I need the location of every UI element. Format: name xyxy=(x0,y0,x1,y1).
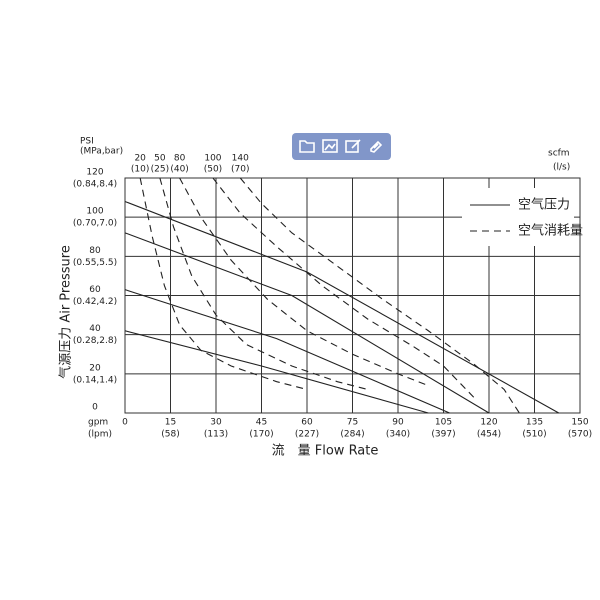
x-tick-sublabel: (58) xyxy=(161,430,179,440)
x-tick-label: 150 xyxy=(571,418,588,428)
x-tick-label: 45 xyxy=(256,418,267,428)
y-tick-label: 0 xyxy=(92,403,98,413)
curve xyxy=(124,289,450,414)
curve-label: 50 xyxy=(154,154,166,164)
folder-icon[interactable] xyxy=(299,140,315,153)
x-tick-label: 135 xyxy=(526,418,543,428)
curve-label: 80 xyxy=(174,154,186,164)
x-tick-label: 15 xyxy=(165,418,176,428)
x-tick-sublabel: (340) xyxy=(386,430,410,440)
y-tick-label: 80 xyxy=(89,246,101,256)
x-tick-sublabel: (454) xyxy=(477,430,501,440)
y-tick-sublabel: (0.70,7.0) xyxy=(73,219,117,229)
y-unit-sub: (MPa,bar) xyxy=(80,147,123,157)
curve-sublabel: (40) xyxy=(170,165,188,175)
x-tick-sublabel: (284) xyxy=(340,430,364,440)
curve-sublabel: (50) xyxy=(204,165,222,175)
curve xyxy=(159,177,368,391)
curve xyxy=(239,177,520,414)
y-tick-sublabel: (0.55,5.5) xyxy=(73,258,117,268)
curve-label: 140 xyxy=(232,154,249,164)
toolbar-bg xyxy=(292,133,391,160)
y-tick-sublabel: (0.42,4.2) xyxy=(73,297,117,307)
x-tick-label: 60 xyxy=(301,418,313,428)
x-tick-label: 30 xyxy=(210,418,222,428)
y-tick-label: 60 xyxy=(89,285,101,295)
y-title: 气源压力 Air Pressure xyxy=(58,245,74,379)
legend-label: 空气压力 xyxy=(518,197,570,213)
y-tick-label: 40 xyxy=(89,324,101,334)
x-tick-sublabel: (397) xyxy=(431,430,455,440)
top-unit-sub: (l/s) xyxy=(553,163,570,173)
x-tick-sublabel: (113) xyxy=(204,430,228,440)
curve xyxy=(139,177,308,391)
curve-label: 20 xyxy=(134,154,146,164)
x-tick-sublabel: (170) xyxy=(249,430,273,440)
x-tick-label: 75 xyxy=(347,418,358,428)
toolbar xyxy=(292,133,391,160)
y-unit: PSI xyxy=(80,137,94,147)
top-unit: scfm xyxy=(548,149,570,159)
x-unit: gpm xyxy=(88,418,108,428)
legend-bg xyxy=(462,188,574,246)
curve-sublabel: (70) xyxy=(231,165,249,175)
x-tick-sublabel: (227) xyxy=(295,430,319,440)
image-icon[interactable] xyxy=(322,139,338,153)
curve xyxy=(124,330,429,414)
x-tick-label: 120 xyxy=(480,418,497,428)
y-tick-sublabel: (0.14,1.4) xyxy=(73,375,117,385)
y-tick-label: 20 xyxy=(89,363,101,373)
y-tick-label: 100 xyxy=(86,207,103,217)
x-tick-label: 0 xyxy=(122,418,128,428)
x-unit-sub: (lpm) xyxy=(88,430,112,440)
curve-sublabel: (25) xyxy=(151,165,169,175)
legend-label: 空气消耗量 xyxy=(518,223,583,239)
y-tick-label: 120 xyxy=(86,168,103,178)
curve-sublabel: (10) xyxy=(131,165,149,175)
x-tick-label: 90 xyxy=(392,418,404,428)
x-title: 流 量 Flow Rate xyxy=(272,444,379,459)
curve xyxy=(212,177,475,398)
link-icon[interactable] xyxy=(370,140,383,153)
x-tick-sublabel: (510) xyxy=(522,430,546,440)
curve xyxy=(124,232,490,414)
edit-icon[interactable] xyxy=(345,139,361,153)
y-tick-sublabel: (0.84,8.4) xyxy=(73,180,117,190)
curve xyxy=(179,177,429,387)
curve-label: 100 xyxy=(204,154,221,164)
x-tick-label: 105 xyxy=(435,418,452,428)
y-tick-sublabel: (0.28,2.8) xyxy=(73,336,117,346)
x-tick-sublabel: (570) xyxy=(568,430,592,440)
